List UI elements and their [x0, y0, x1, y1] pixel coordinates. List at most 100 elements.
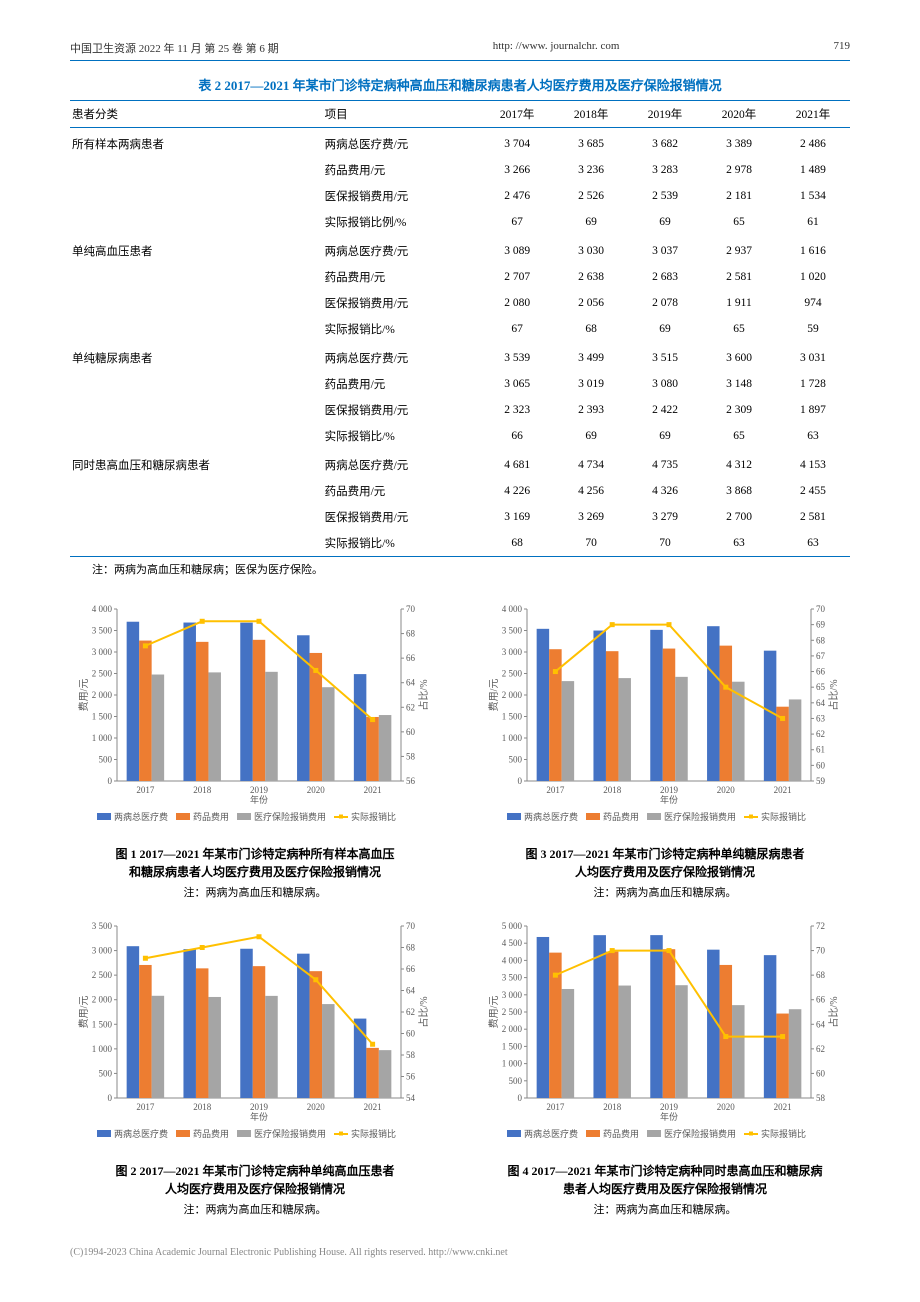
table-cell: 单纯糖尿病患者 — [70, 342, 321, 371]
table-cell: 2 700 — [702, 504, 776, 530]
table-header-cell: 2017年 — [480, 101, 554, 128]
data-table: 患者分类项目2017年2018年2019年2020年2021年 所有样本两病患者… — [70, 100, 850, 557]
svg-text:60: 60 — [816, 1068, 826, 1078]
chart-caption: 图 4 2017—2021 年某市门诊特定病种同时患高血压和糖尿病 患者人均医疗… — [507, 1162, 822, 1198]
svg-text:占比/%: 占比/% — [827, 996, 840, 1027]
table-cell: 2 309 — [702, 397, 776, 423]
table-cell: 63 — [776, 530, 850, 557]
table-row: 所有样本两病患者两病总医疗费/元3 7043 6853 6823 3892 48… — [70, 128, 850, 158]
svg-text:66: 66 — [406, 964, 416, 974]
table-header-cell: 项目 — [321, 101, 481, 128]
svg-text:70: 70 — [816, 946, 826, 956]
svg-text:药品费用: 药品费用 — [193, 1128, 229, 1139]
table-cell: 医保报销费用/元 — [321, 397, 481, 423]
table-cell: 2 455 — [776, 478, 850, 504]
svg-text:70: 70 — [406, 604, 416, 614]
svg-text:60: 60 — [406, 727, 416, 737]
table-cell: 2 181 — [702, 183, 776, 209]
table-cell: 4 256 — [554, 478, 628, 504]
svg-text:4 000: 4 000 — [502, 955, 523, 965]
table-cell: 两病总医疗费/元 — [321, 449, 481, 478]
svg-text:3 500: 3 500 — [502, 973, 523, 983]
table-cell: 同时患高血压和糖尿病患者 — [70, 449, 321, 478]
table-cell: 2 683 — [628, 264, 702, 290]
table-cell: 4 735 — [628, 449, 702, 478]
svg-text:2019: 2019 — [660, 1102, 679, 1112]
table-row: 实际报销比例/%6769696561 — [70, 209, 850, 235]
table-header-cell: 2019年 — [628, 101, 702, 128]
svg-text:65: 65 — [816, 682, 826, 692]
svg-text:1 500: 1 500 — [502, 712, 523, 722]
chart-block: 05001 0001 5002 0002 5003 0003 5004 0005… — [480, 601, 850, 900]
svg-text:66: 66 — [816, 995, 826, 1005]
svg-text:64: 64 — [816, 698, 826, 708]
chart-block: 05001 0001 5002 0002 5003 0003 5004 0004… — [480, 918, 850, 1217]
table-cell: 3 266 — [480, 157, 554, 183]
table-cell: 两病总医疗费/元 — [321, 128, 481, 158]
svg-text:2017: 2017 — [136, 785, 155, 795]
table-cell: 70 — [628, 530, 702, 557]
table-cell: 4 312 — [702, 449, 776, 478]
svg-text:3 500: 3 500 — [92, 626, 113, 636]
svg-text:68: 68 — [406, 943, 416, 953]
svg-text:2 500: 2 500 — [502, 1007, 523, 1017]
svg-text:72: 72 — [816, 921, 825, 931]
table-cell: 3 283 — [628, 157, 702, 183]
table-row: 单纯糖尿病患者两病总医疗费/元3 5393 4993 5153 6003 031 — [70, 342, 850, 371]
chart-caption: 图 1 2017—2021 年某市门诊特定病种所有样本高血压 和糖尿病患者人均医… — [115, 845, 394, 881]
table-cell: 单纯高血压患者 — [70, 235, 321, 264]
table-note: 注：两病为高血压和糖尿病；医保为医疗保险。 — [70, 561, 850, 577]
svg-text:64: 64 — [406, 986, 416, 996]
svg-text:医疗保险报销费用: 医疗保险报销费用 — [254, 811, 326, 822]
svg-text:66: 66 — [816, 667, 826, 677]
table-cell: 1 489 — [776, 157, 850, 183]
svg-text:0: 0 — [518, 1093, 523, 1103]
table-cell: 2 978 — [702, 157, 776, 183]
table-cell: 3 685 — [554, 128, 628, 158]
svg-text:59: 59 — [816, 776, 826, 786]
svg-text:费用/元: 费用/元 — [487, 996, 500, 1029]
table-cell — [70, 478, 321, 504]
table-row: 实际报销比/%6870706363 — [70, 530, 850, 557]
svg-text:医疗保险报销费用: 医疗保险报销费用 — [664, 811, 736, 822]
svg-text:医疗保险报销费用: 医疗保险报销费用 — [664, 1128, 736, 1139]
table-cell: 65 — [702, 209, 776, 235]
table-cell: 3 065 — [480, 371, 554, 397]
table-cell: 69 — [554, 209, 628, 235]
table-cell: 两病总医疗费/元 — [321, 342, 481, 371]
svg-text:2018: 2018 — [603, 1102, 622, 1112]
table-cell: 68 — [480, 530, 554, 557]
table-row: 药品费用/元3 2663 2363 2832 9781 489 — [70, 157, 850, 183]
chart-svg: 05001 0001 5002 0002 5003 0003 5004 0004… — [485, 918, 845, 1154]
table-cell: 2 393 — [554, 397, 628, 423]
svg-text:500: 500 — [99, 1068, 113, 1078]
svg-text:2 000: 2 000 — [502, 1024, 523, 1034]
table-cell: 3 499 — [554, 342, 628, 371]
table-cell: 2 707 — [480, 264, 554, 290]
table-cell: 974 — [776, 290, 850, 316]
svg-text:63: 63 — [816, 713, 826, 723]
svg-text:两病总医疗费: 两病总医疗费 — [114, 811, 168, 822]
svg-text:两病总医疗费: 两病总医疗费 — [114, 1128, 168, 1139]
svg-text:2019: 2019 — [250, 785, 269, 795]
table-header-cell: 2020年 — [702, 101, 776, 128]
svg-text:实际报销比: 实际报销比 — [351, 811, 396, 822]
table-cell: 3 515 — [628, 342, 702, 371]
table-cell: 2 526 — [554, 183, 628, 209]
chart-svg: 05001 0001 5002 0002 5003 0003 5004 0005… — [485, 601, 845, 837]
svg-text:3 000: 3 000 — [92, 647, 113, 657]
svg-text:4 000: 4 000 — [502, 604, 523, 614]
svg-text:2017: 2017 — [546, 1102, 565, 1112]
table-cell: 67 — [480, 209, 554, 235]
svg-text:实际报销比: 实际报销比 — [761, 1128, 806, 1139]
svg-text:占比/%: 占比/% — [417, 996, 430, 1027]
page-header: 中国卫生资源 2022 年 11 月 第 25 卷 第 6 期 http: //… — [70, 40, 850, 61]
table-cell: 65 — [702, 316, 776, 342]
svg-text:3 000: 3 000 — [502, 990, 523, 1000]
svg-text:3 000: 3 000 — [92, 946, 113, 956]
chart-caption: 图 3 2017—2021 年某市门诊特定病种单纯糖尿病患者 人均医疗费用及医疗… — [525, 845, 804, 881]
table-cell: 3 080 — [628, 371, 702, 397]
table-cell: 1 616 — [776, 235, 850, 264]
svg-text:2 000: 2 000 — [92, 995, 113, 1005]
svg-text:1 000: 1 000 — [502, 1059, 523, 1069]
